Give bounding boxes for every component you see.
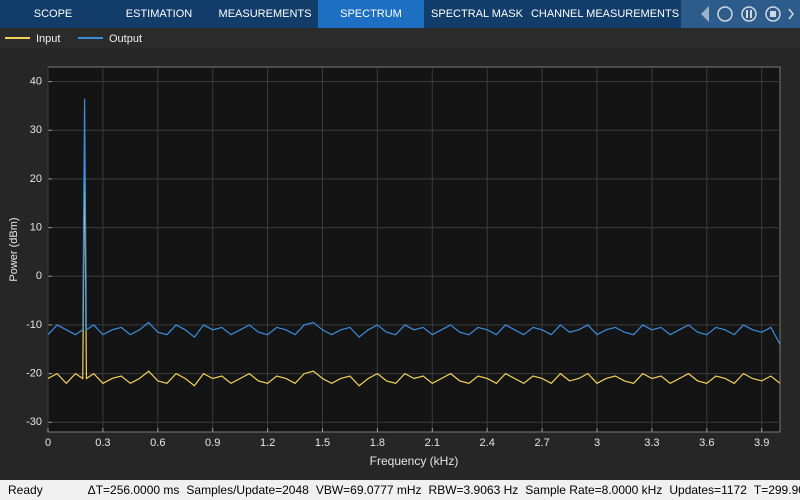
x-tick-label: 2.1 — [425, 437, 440, 449]
x-tick-label: 1.2 — [260, 437, 275, 449]
pause-bar — [750, 10, 752, 18]
legend-label: Output — [109, 33, 142, 45]
x-tick-label: 0.9 — [205, 437, 220, 449]
plot-lines — [48, 98, 780, 387]
tab[interactable]: CHANNEL MEASUREMENTS — [530, 8, 680, 20]
y-tick-label: -20 — [26, 368, 42, 380]
toolbar: SCOPE ESTIMATION MEASUREMENTS SPECTRUM SPECT… — [0, 0, 800, 28]
tab[interactable]: ESTIMATION — [125, 8, 193, 20]
x-tick-label: 0.6 — [150, 437, 165, 449]
series-line — [48, 98, 780, 345]
plot-area — [47, 66, 781, 433]
icon-area — [681, 0, 800, 28]
toolbar-icons — [681, 0, 800, 28]
stop-square — [770, 11, 776, 17]
y-tick-label: -30 — [26, 416, 42, 428]
series-line — [48, 144, 780, 387]
x-tick-label: 1.5 — [315, 437, 330, 449]
status-item: ΔT=256.0000 ms — [87, 483, 180, 497]
x-tick-label: 3 — [594, 437, 600, 449]
x-tick-label: 3.6 — [699, 437, 714, 449]
legend-bar — [0, 28, 800, 48]
pause-bar — [746, 10, 748, 18]
legend-label: Input — [36, 33, 60, 45]
y-tick-label: 20 — [30, 173, 42, 185]
y-tick-label: 30 — [30, 124, 42, 136]
x-tick-label: 2.7 — [534, 437, 549, 449]
y-axis-label: Power (dBm) — [8, 217, 20, 281]
x-tick-label: 2.4 — [480, 437, 495, 449]
pause-icon[interactable] — [741, 6, 757, 22]
tab[interactable]: MEASUREMENTS — [218, 8, 312, 20]
tab[interactable]: SPECTRAL MASK — [431, 8, 523, 20]
y-tick-label: 10 — [30, 222, 42, 234]
more-icon[interactable] — [788, 8, 794, 20]
status-item: Samples/Update=2048 — [186, 483, 309, 497]
stop-icon[interactable] — [765, 6, 781, 22]
x-axis-label: Frequency (kHz) — [370, 454, 459, 468]
status-item: VBW=69.0777 mHz — [315, 483, 422, 497]
status-bar: Ready ΔT=256.0000 ms Samples/Update=2048 V… — [0, 480, 800, 500]
status-item: T=299.9040 — [753, 483, 800, 497]
x-tick-label: 0.3 — [95, 437, 110, 449]
status-item: Sample Rate=8.0000 kHz — [525, 483, 663, 497]
x-tick-label: 0 — [45, 437, 51, 449]
step-icon[interactable] — [717, 6, 733, 22]
x-tick-label: 3.3 — [644, 437, 659, 449]
x-tick-label: 3.9 — [754, 437, 769, 449]
collapse-icon[interactable] — [701, 6, 709, 22]
tab[interactable]: SPECTRUM — [318, 0, 424, 28]
y-tick-label: -10 — [26, 319, 42, 331]
status-item: Updates=1172 — [669, 483, 747, 497]
tab[interactable]: SCOPE — [33, 8, 73, 20]
x-tick-label: 1.8 — [370, 437, 385, 449]
status-state: Ready — [8, 483, 43, 497]
status-item: RBW=3.9063 Hz — [428, 483, 519, 497]
y-tick-label: 0 — [36, 270, 42, 282]
y-tick-label: 40 — [30, 76, 42, 88]
chart: Power (dBm) Frequency (kHz) -30 -20 -10 0 10… — [0, 28, 800, 468]
